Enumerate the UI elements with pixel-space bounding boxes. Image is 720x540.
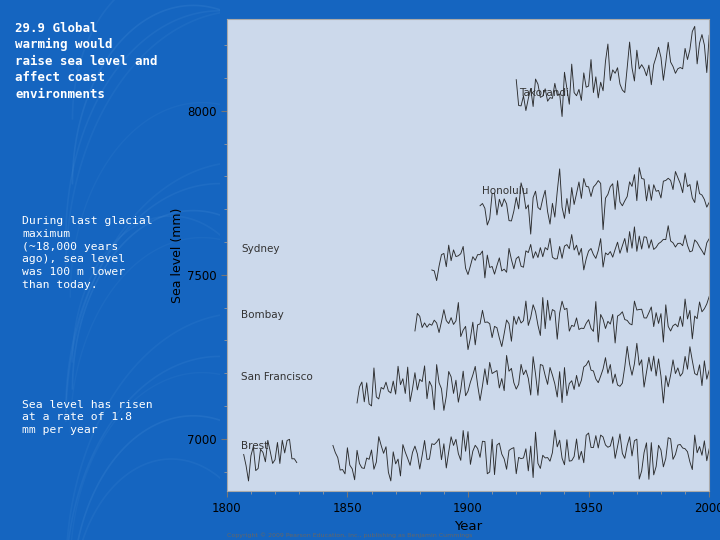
Text: Copyright © 2009 Pearson Education, Inc., publishing as Benjamin Cummings: Copyright © 2009 Pearson Education, Inc.… (227, 532, 472, 538)
Y-axis label: Sea level (mm): Sea level (mm) (171, 207, 184, 303)
Text: San Francisco: San Francisco (241, 373, 313, 382)
Text: Sea level has risen
at a rate of 1.8
mm per year: Sea level has risen at a rate of 1.8 mm … (22, 400, 153, 435)
Text: Sydney: Sydney (241, 245, 280, 254)
Text: Bombay: Bombay (241, 310, 284, 320)
Text: During last glacial
maximum
(~18,000 years
ago), sea level
was 100 m lower
than : During last glacial maximum (~18,000 yea… (22, 216, 153, 290)
Text: Brest: Brest (241, 441, 269, 451)
Text: 29.9 Global
warming would
raise sea level and
affect coast
environments: 29.9 Global warming would raise sea leve… (15, 22, 158, 100)
Text: Honolulu: Honolulu (482, 186, 529, 196)
Text: Takorandi: Takorandi (518, 89, 569, 98)
X-axis label: Year: Year (454, 521, 482, 534)
